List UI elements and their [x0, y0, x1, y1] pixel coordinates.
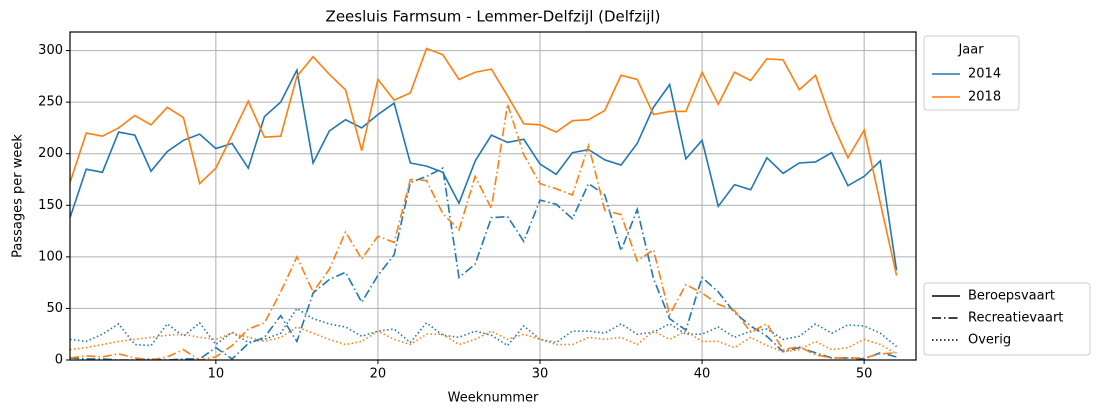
x-tick-label: 50	[856, 367, 873, 382]
legend-box	[923, 35, 1020, 111]
legend-box	[923, 282, 1091, 356]
y-tick-label: 50	[46, 301, 63, 316]
data-line	[70, 67, 898, 271]
plot-frame	[69, 31, 917, 361]
x-tick-label: 40	[694, 367, 711, 382]
y-tick-label: 300	[38, 43, 63, 58]
y-tick-label: 200	[38, 146, 63, 161]
legend-label: 2014	[968, 67, 1001, 82]
x-axis-label: Weeknummer	[448, 391, 539, 406]
x-tick-label: 10	[208, 367, 225, 382]
x-tick-label: 20	[370, 367, 387, 382]
legend-label: 2018	[968, 90, 1001, 105]
legend-label: Recreatievaart	[968, 311, 1063, 326]
legend-title: Jaar	[957, 43, 984, 58]
chart-title: Zeesluis Farmsum - Lemmer-Delfzijl (Delf…	[326, 8, 661, 26]
y-tick-label: 250	[38, 95, 63, 110]
data-line	[70, 326, 897, 355]
y-tick-label: 150	[38, 198, 63, 213]
y-tick-label: 100	[38, 249, 63, 264]
data-line	[70, 166, 897, 360]
legend-label: Beroepsvaart	[968, 289, 1055, 304]
data-line	[70, 307, 898, 348]
data-line	[70, 47, 898, 276]
legend-label: Overig	[968, 333, 1011, 348]
y-tick-label: 0	[55, 353, 63, 368]
x-tick-label: 30	[532, 367, 549, 382]
data-line	[70, 103, 897, 360]
y-axis-label: Passages per week	[11, 134, 26, 258]
